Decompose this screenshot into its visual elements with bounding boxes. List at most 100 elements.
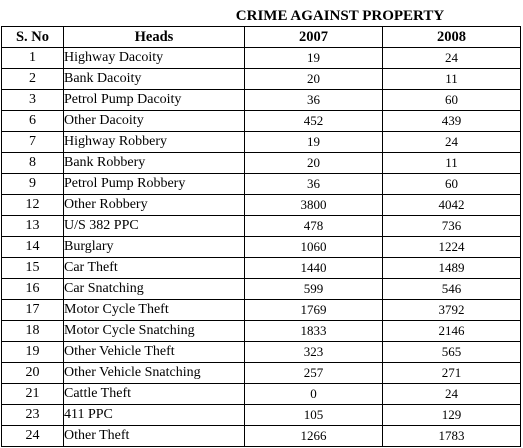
header-2007: 2007 — [244, 26, 383, 48]
cell-2008: 11 — [382, 152, 521, 174]
cell-2008: 129 — [382, 404, 521, 426]
table-row: 1 Highway Dacoity 19 24 — [1, 47, 521, 69]
cell-sno: 7 — [1, 131, 64, 153]
cell-2007: 105 — [244, 404, 383, 426]
cell-2008: 11 — [382, 68, 521, 90]
cell-head: Other Dacoity — [63, 110, 245, 132]
cell-2007: 1440 — [244, 257, 383, 279]
cell-head: Cattle Theft — [63, 383, 245, 405]
table-row: 12 Other Robbery 3800 4042 — [1, 194, 521, 216]
cell-sno: 18 — [1, 320, 64, 342]
cell-sno: 2 — [1, 68, 64, 90]
table-row: 21 Cattle Theft 0 24 — [1, 383, 521, 405]
cell-2007: 1266 — [244, 425, 383, 447]
cell-2008: 24 — [382, 383, 521, 405]
cell-sno: 12 — [1, 194, 64, 216]
cell-sno: 19 — [1, 341, 64, 363]
cell-sno: 14 — [1, 236, 64, 258]
cell-sno: 20 — [1, 362, 64, 384]
cell-head: Motor Cycle Theft — [63, 299, 245, 321]
cell-head: Other Vehicle Snatching — [63, 362, 245, 384]
cell-sno: 24 — [1, 425, 64, 447]
cell-2007: 3800 — [244, 194, 383, 216]
table-row: 8 Bank Robbery 20 11 — [1, 152, 521, 174]
table-row: 6 Other Dacoity 452 439 — [1, 110, 521, 132]
cell-2008: 24 — [382, 131, 521, 153]
cell-head: U/S 382 PPC — [63, 215, 245, 237]
cell-head: Bank Robbery — [63, 152, 245, 174]
cell-head: Motor Cycle Snatching — [63, 320, 245, 342]
cell-sno: 13 — [1, 215, 64, 237]
cell-2008: 736 — [382, 215, 521, 237]
cell-2007: 20 — [244, 152, 383, 174]
cell-head: Petrol Pump Dacoity — [63, 89, 245, 111]
table-row: 23 411 PPC 105 129 — [1, 404, 521, 426]
cell-sno: 6 — [1, 110, 64, 132]
table-row: 15 Car Theft 1440 1489 — [1, 257, 521, 279]
cell-sno: 21 — [1, 383, 64, 405]
cell-2008: 24 — [382, 47, 521, 69]
cell-sno: 17 — [1, 299, 64, 321]
cell-2007: 599 — [244, 278, 383, 300]
header-2008: 2008 — [382, 26, 521, 48]
cell-2008: 439 — [382, 110, 521, 132]
cell-head: Other Theft — [63, 425, 245, 447]
cell-2007: 36 — [244, 89, 383, 111]
table-row: 3 Petrol Pump Dacoity 36 60 — [1, 89, 521, 111]
table-row: 9 Petrol Pump Robbery 36 60 — [1, 173, 521, 195]
cell-2007: 19 — [244, 47, 383, 69]
cell-sno: 8 — [1, 152, 64, 174]
cell-2007: 257 — [244, 362, 383, 384]
cell-2007: 0 — [244, 383, 383, 405]
cell-2008: 3792 — [382, 299, 521, 321]
table-row: 16 Car Snatching 599 546 — [1, 278, 521, 300]
cell-sno: 23 — [1, 404, 64, 426]
cell-2008: 60 — [382, 89, 521, 111]
table-title: CRIME AGAINST PROPERTY — [235, 8, 445, 24]
cell-head: Highway Robbery — [63, 131, 245, 153]
table-row: 13 U/S 382 PPC 478 736 — [1, 215, 521, 237]
table-row: 7 Highway Robbery 19 24 — [1, 131, 521, 153]
cell-2007: 1833 — [244, 320, 383, 342]
cell-head: Other Robbery — [63, 194, 245, 216]
cell-2008: 2146 — [382, 320, 521, 342]
cell-head: Petrol Pump Robbery — [63, 173, 245, 195]
table-body: 1 Highway Dacoity 19 24 2 Bank Dacoity 20 11 3 Pe… — [1, 47, 521, 447]
cell-sno: 16 — [1, 278, 64, 300]
cell-head: 411 PPC — [63, 404, 245, 426]
cell-2007: 1060 — [244, 236, 383, 258]
cell-2007: 323 — [244, 341, 383, 363]
cell-head: Bank Dacoity — [63, 68, 245, 90]
cell-head: Other Vehicle Theft — [63, 341, 245, 363]
table-row: 17 Motor Cycle Theft 1769 3792 — [1, 299, 521, 321]
cell-2007: 20 — [244, 68, 383, 90]
cell-sno: 9 — [1, 173, 64, 195]
table-row: 14 Burglary 1060 1224 — [1, 236, 521, 258]
cell-sno: 3 — [1, 89, 64, 111]
table-row: 20 Other Vehicle Snatching 257 271 — [1, 362, 521, 384]
table-row: 19 Other Vehicle Theft 323 565 — [1, 341, 521, 363]
cell-head: Car Theft — [63, 257, 245, 279]
table-row: 24 Other Theft 1266 1783 — [1, 425, 521, 447]
table-row: 2 Bank Dacoity 20 11 — [1, 68, 521, 90]
header-row: S. No Heads 2007 2008 — [1, 26, 521, 48]
cell-head: Highway Dacoity — [63, 47, 245, 69]
cell-2008: 1783 — [382, 425, 521, 447]
cell-2008: 271 — [382, 362, 521, 384]
cell-sno: 1 — [1, 47, 64, 69]
cell-2008: 1224 — [382, 236, 521, 258]
cell-2008: 565 — [382, 341, 521, 363]
cell-2008: 546 — [382, 278, 521, 300]
header-sno: S. No — [1, 26, 64, 48]
cell-head: Burglary — [63, 236, 245, 258]
cell-2007: 478 — [244, 215, 383, 237]
cell-2008: 1489 — [382, 257, 521, 279]
cell-2007: 1769 — [244, 299, 383, 321]
cell-2007: 19 — [244, 131, 383, 153]
cell-2007: 36 — [244, 173, 383, 195]
cell-2007: 452 — [244, 110, 383, 132]
cell-2008: 4042 — [382, 194, 521, 216]
cell-head: Car Snatching — [63, 278, 245, 300]
header-heads: Heads — [63, 26, 245, 48]
